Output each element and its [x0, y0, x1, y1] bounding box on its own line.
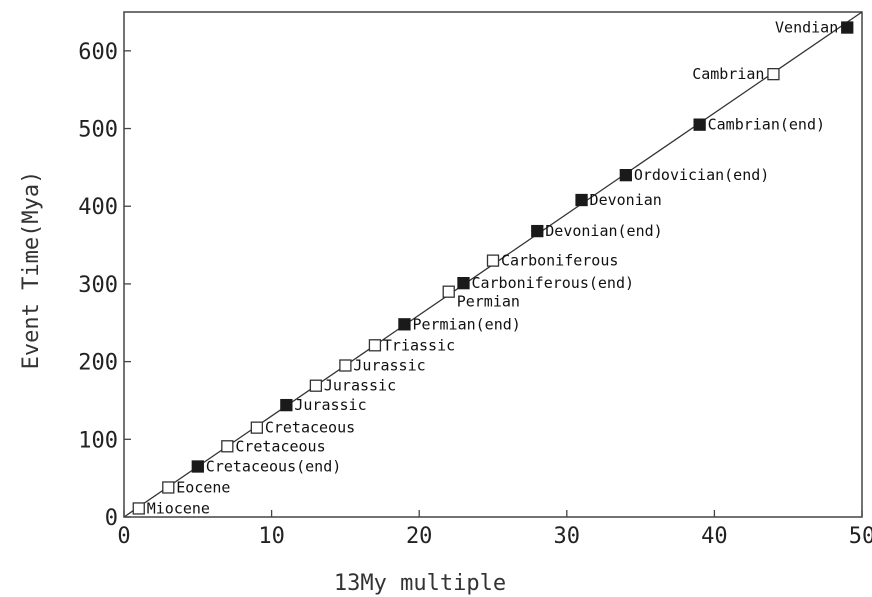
filled-point-marker: [457, 276, 470, 290]
point-label: Eocene: [176, 478, 230, 496]
y-axis: 0 100 200 300 400 500 600: [78, 40, 131, 531]
point-label: Cretaceous: [265, 419, 355, 437]
x-tick-label: 40: [701, 524, 728, 549]
plot-frame: [123, 11, 863, 518]
y-tick-label: 300: [78, 273, 118, 298]
open-point-marker: [767, 68, 780, 81]
x-tick-label: 0: [117, 524, 130, 549]
x-tick-label: 30: [554, 524, 581, 549]
point-label: Carboniferous(end): [471, 274, 634, 292]
y-tick-label: 200: [78, 351, 118, 376]
y-tick-label: 600: [78, 40, 118, 65]
filled-point-marker: [191, 460, 204, 473]
point-label: Jurassic: [324, 377, 396, 395]
open-point-marker: [442, 285, 455, 298]
point-label: Permian(end): [412, 315, 520, 333]
point-label: Miocene: [147, 499, 210, 517]
x-axis: 0 10 20 30 40 50: [117, 510, 872, 549]
filled-point-marker: [619, 169, 632, 182]
point-label: Carboniferous: [501, 252, 618, 270]
filled-point-marker: [531, 224, 544, 238]
filled-point-marker: [398, 318, 411, 331]
x-tick-label: 50: [849, 524, 872, 549]
open-point-marker: [309, 379, 323, 392]
point-label: Devonian: [590, 191, 662, 209]
point-label: Cambrian: [692, 65, 764, 83]
point-label: Permian: [457, 293, 520, 311]
x-tick-label: 20: [406, 524, 433, 549]
open-point-marker: [339, 359, 352, 372]
point-label: Vendian: [775, 19, 838, 37]
x-tick-label: 10: [258, 524, 285, 549]
y-tick-label: 100: [78, 428, 118, 453]
point-label: Cambrian(end): [708, 116, 825, 134]
filled-point-marker: [841, 21, 854, 34]
point-label: Triassic: [383, 336, 455, 354]
x-axis-title: 13My multiple: [334, 571, 506, 596]
y-axis-title: Event Time(Mya): [19, 171, 44, 370]
filled-point-marker: [575, 193, 588, 207]
point-label: Jurassic: [353, 357, 425, 375]
point-label: Jurassic: [294, 396, 366, 414]
data-points: Miocene Eocene Cretaceous(end) CretaceousCr…: [132, 19, 854, 517]
point-label: Cretaceous(end): [206, 458, 341, 476]
open-point-marker: [221, 440, 234, 453]
open-point-marker: [368, 339, 382, 352]
point-label: Cretaceous: [235, 437, 325, 455]
y-tick-label: 400: [78, 195, 118, 220]
y-tick-label: 500: [78, 118, 118, 143]
point-label: Ordovician(end): [634, 166, 769, 184]
filled-point-marker: [693, 118, 706, 131]
open-point-marker: [486, 254, 500, 267]
open-point-marker: [132, 502, 145, 515]
open-point-marker: [250, 421, 263, 434]
open-point-marker: [162, 481, 175, 494]
filled-point-marker: [280, 398, 293, 412]
y-tick-label: 0: [105, 506, 118, 531]
point-label: Devonian(end): [545, 222, 662, 240]
